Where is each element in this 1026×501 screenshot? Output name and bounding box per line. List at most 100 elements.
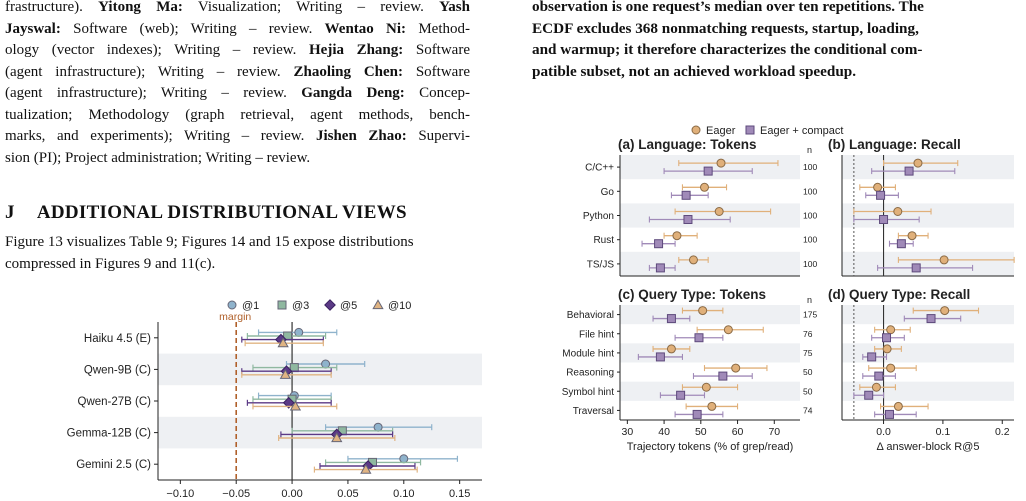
y-tick-label: Behavioral (567, 310, 614, 321)
data-point (701, 382, 711, 392)
legend-marker (324, 299, 336, 311)
caption-line-3: and warmup; it therefore characterizes t… (532, 41, 923, 58)
figure-13-chart: margin −0.10 −0.05 0.00 0.05 0.10 0.15 Haiku 4.… (67, 299, 482, 500)
n-value: 76 (803, 329, 813, 339)
data-point (683, 215, 693, 224)
data-point (694, 333, 704, 343)
legend-label: @3 (292, 300, 309, 312)
section-body-line-1: Figure 13 visualizes Table 9; Figures 14… (5, 234, 414, 250)
row-band (620, 203, 800, 228)
caption-line-2: ECDF excludes 368 nonmatching requests, … (532, 19, 919, 37)
data-point (666, 314, 676, 324)
n-value: 50 (803, 367, 813, 377)
n-value: 74 (803, 405, 813, 415)
data-point (871, 382, 881, 392)
data-point (896, 239, 906, 249)
legend-marker (227, 300, 237, 310)
credit-line: frastructure). Yitong Ma: Visualization;… (5, 0, 470, 15)
y-tick-label: Qwen-9B (C) (84, 364, 151, 376)
margin-label: margin (219, 311, 251, 323)
credit-line: sion (PI); Project administration; Writi… (5, 149, 311, 166)
legend-label: Eager (706, 125, 736, 137)
data-point (289, 400, 302, 411)
x-tick-label: −0.05 (222, 488, 250, 500)
data-point (893, 207, 903, 216)
panel-title: (a) Language: Tokens (618, 137, 757, 152)
row-band (620, 343, 800, 363)
data-point (399, 454, 409, 464)
data-point (688, 255, 698, 265)
row-band (620, 251, 800, 276)
row-band (842, 381, 1014, 401)
x-tick-label: 0.1 (936, 426, 951, 438)
credit-line: ology (vector indexes); Writing – review… (5, 42, 470, 58)
data-point (654, 239, 664, 249)
y-tick-label: Rust (593, 235, 614, 246)
y-tick-label: Qwen-27B (C) (78, 396, 152, 408)
x-tick-label: 30 (622, 426, 634, 438)
data-point (703, 166, 713, 176)
x-tick-label: 40 (658, 426, 670, 438)
data-point (655, 263, 665, 273)
n-value: 175 (803, 310, 817, 320)
data-point (676, 390, 686, 400)
data-point (331, 432, 343, 443)
data-point (939, 255, 949, 265)
y-tick-label: Python (583, 211, 614, 222)
data-point (907, 231, 917, 241)
x-tick-label: 0.10 (393, 488, 414, 500)
caption-line-4: patible subset, not an achieved workload… (532, 62, 857, 80)
data-point (886, 325, 896, 335)
legend-marker (691, 125, 701, 135)
data-point (940, 306, 950, 316)
n-value: 100 (803, 211, 817, 221)
y-tick-label: TS/JS (587, 259, 615, 270)
data-point (718, 371, 728, 381)
section-body-line-2: compressed in Figures 9 and 11(c). (5, 255, 216, 272)
y-tick-label: Symbol hint (562, 387, 614, 398)
credit-paragraph: frastructure). Yitong Ma: Visualization;… (5, 0, 470, 169)
y-tick-label: Gemma-12B (C) (67, 428, 152, 440)
legend-marker (372, 299, 384, 310)
y-tick-label: Go (601, 187, 615, 198)
data-point (873, 182, 883, 192)
y-tick-label: C/C++ (585, 163, 614, 174)
x-tick-label: 0.0 (876, 426, 891, 438)
data-point (699, 182, 709, 192)
row-band (620, 305, 800, 325)
n-value: 75 (803, 348, 813, 358)
data-point (277, 337, 289, 348)
legend-label: @1 (242, 300, 259, 312)
n-value: 100 (803, 259, 817, 269)
data-point (655, 352, 665, 362)
panel-title: (c) Query Type: Tokens (618, 287, 766, 302)
section-body: Figure 13 visualizes Table 9; Figures 14… (5, 232, 470, 275)
x-tick-label: 0.15 (449, 488, 470, 500)
legend-label: @5 (340, 300, 357, 312)
row-band (842, 203, 1014, 228)
figure-14-chart: Eager Eager + compact(a) Language: Tokens… (562, 125, 1015, 453)
y-tick-label: Traversal (573, 406, 614, 417)
data-point (879, 215, 889, 224)
data-point (321, 359, 331, 369)
data-point (893, 401, 903, 411)
n-value: 100 (803, 235, 817, 245)
legend-label: @10 (388, 300, 411, 312)
y-tick-label: Gemini 2.5 (C) (76, 459, 151, 471)
data-point (882, 344, 892, 354)
x-tick-label: 50 (695, 426, 707, 438)
y-tick-label: File hint (579, 329, 614, 340)
row-band (620, 381, 800, 401)
x-tick-label: −0.10 (166, 488, 194, 500)
data-point (373, 422, 383, 432)
x-tick-label: 0.05 (337, 488, 358, 500)
x-axis-label: Trajectory tokens (% of grep/read) (627, 441, 794, 453)
row-band (158, 353, 482, 386)
data-point (716, 158, 726, 168)
legend-label: Eager + compact (760, 125, 843, 137)
credit-line: (agent infrastructure); Writing – review… (5, 63, 470, 80)
panel-title: (d) Query Type: Recall (828, 287, 970, 302)
n-value: 100 (803, 186, 817, 196)
credit-line: (agent infrastructure); Writing – review… (5, 85, 470, 101)
y-tick-label: Haiku 4.5 (E) (84, 333, 151, 345)
